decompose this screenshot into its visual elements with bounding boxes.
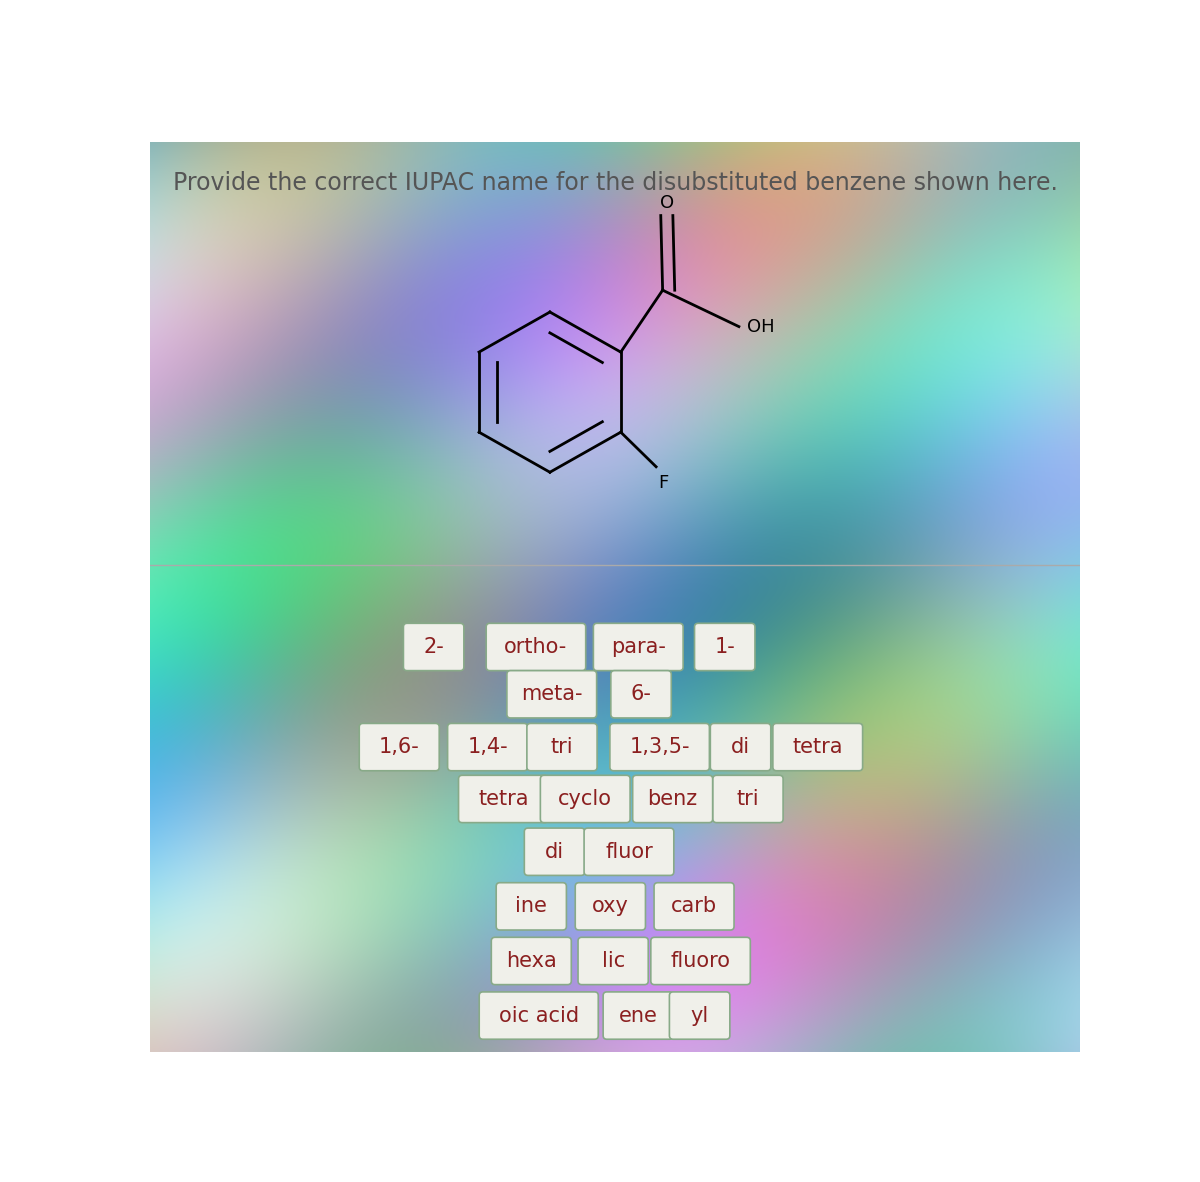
FancyBboxPatch shape [650, 937, 750, 985]
FancyBboxPatch shape [713, 775, 784, 823]
Text: tetra: tetra [478, 788, 529, 808]
FancyBboxPatch shape [491, 937, 571, 985]
FancyBboxPatch shape [486, 623, 586, 670]
Text: 6-: 6- [631, 684, 652, 704]
FancyBboxPatch shape [632, 775, 713, 823]
FancyBboxPatch shape [448, 723, 528, 771]
FancyBboxPatch shape [540, 775, 630, 823]
Text: tri: tri [551, 738, 574, 758]
Text: F: F [659, 474, 668, 492]
Text: ortho-: ortho- [504, 637, 568, 657]
Text: carb: carb [671, 896, 718, 916]
FancyBboxPatch shape [593, 623, 683, 670]
FancyBboxPatch shape [604, 992, 673, 1039]
Text: tri: tri [737, 788, 760, 808]
FancyBboxPatch shape [458, 775, 548, 823]
Text: benz: benz [648, 788, 697, 808]
Text: O: O [660, 194, 674, 212]
FancyBboxPatch shape [584, 829, 674, 876]
Text: 2-: 2- [424, 637, 444, 657]
Text: fluoro: fluoro [671, 952, 731, 970]
Text: 1,6-: 1,6- [379, 738, 420, 758]
FancyBboxPatch shape [506, 670, 596, 717]
Text: ine: ine [515, 896, 547, 916]
Text: para-: para- [611, 637, 666, 657]
FancyBboxPatch shape [479, 992, 599, 1039]
Text: di: di [731, 738, 750, 758]
FancyBboxPatch shape [403, 623, 464, 670]
FancyBboxPatch shape [773, 723, 863, 771]
Text: oxy: oxy [592, 896, 629, 916]
FancyBboxPatch shape [695, 623, 755, 670]
FancyBboxPatch shape [654, 883, 734, 930]
FancyBboxPatch shape [710, 723, 770, 771]
Text: Provide the correct IUPAC name for the disubstituted benzene shown here.: Provide the correct IUPAC name for the d… [173, 170, 1057, 195]
Text: 1,3,5-: 1,3,5- [629, 738, 690, 758]
FancyBboxPatch shape [359, 723, 439, 771]
FancyBboxPatch shape [527, 723, 598, 771]
Text: meta-: meta- [521, 684, 582, 704]
FancyBboxPatch shape [611, 670, 671, 717]
Text: tetra: tetra [792, 738, 842, 758]
FancyBboxPatch shape [524, 829, 584, 876]
Text: ene: ene [619, 1006, 658, 1026]
Text: di: di [545, 842, 564, 862]
Text: cyclo: cyclo [558, 788, 612, 808]
Text: fluor: fluor [605, 842, 653, 862]
FancyBboxPatch shape [610, 723, 709, 771]
FancyBboxPatch shape [575, 883, 646, 930]
FancyBboxPatch shape [670, 992, 730, 1039]
Text: lic: lic [601, 952, 625, 970]
FancyBboxPatch shape [578, 937, 648, 985]
Text: 1-: 1- [714, 637, 736, 657]
Text: hexa: hexa [506, 952, 557, 970]
Text: yl: yl [690, 1006, 709, 1026]
FancyBboxPatch shape [496, 883, 566, 930]
Text: 1,4-: 1,4- [467, 738, 508, 758]
Text: OH: OH [748, 318, 775, 336]
Text: oic acid: oic acid [499, 1006, 578, 1026]
